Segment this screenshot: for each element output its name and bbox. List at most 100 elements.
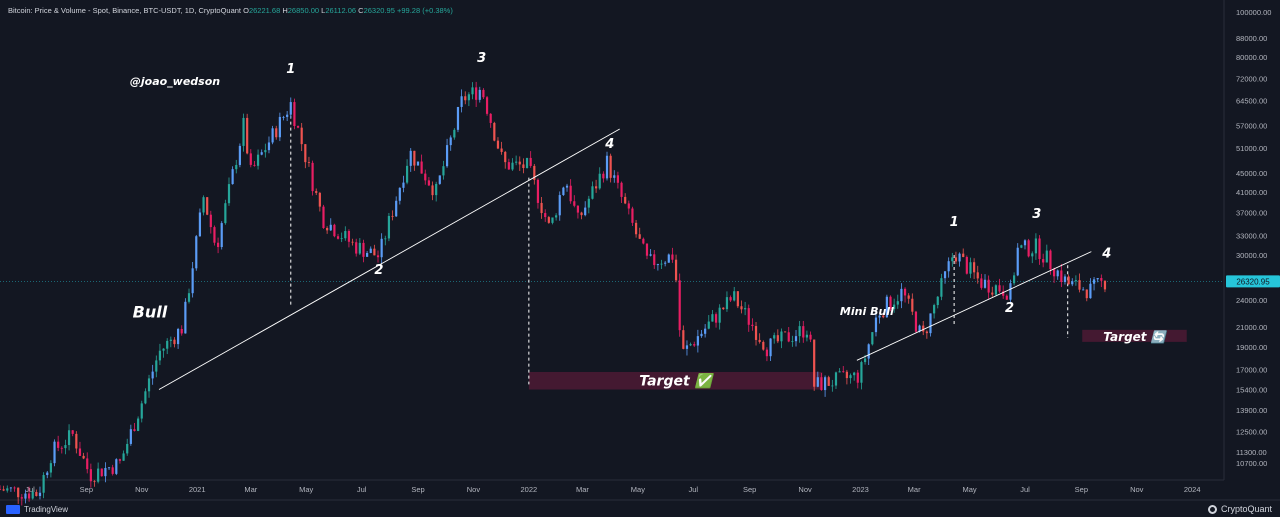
candle-body: [980, 278, 983, 288]
candle-body: [180, 328, 183, 334]
candle-body: [478, 89, 481, 100]
candle-body: [598, 173, 601, 189]
candle-body: [863, 358, 867, 363]
candle-body: [169, 339, 172, 341]
candle-body: [300, 127, 303, 145]
candle-body: [896, 301, 899, 305]
candle-body: [627, 203, 630, 209]
candle-body: [1038, 238, 1041, 260]
candle-body: [1100, 278, 1103, 281]
wave-label: 4: [604, 137, 614, 152]
open-label: O: [243, 6, 249, 15]
candle-body: [562, 187, 565, 196]
candle-body: [969, 262, 972, 274]
candle-body: [395, 200, 398, 217]
candle-body: [1078, 280, 1081, 290]
candle-body: [227, 184, 231, 204]
candle-body: [911, 298, 914, 312]
high-value: 26850.00: [287, 6, 320, 15]
last-price-tag: [1226, 275, 1280, 288]
x-tick-label: Sep: [743, 485, 756, 494]
candle-body: [638, 234, 641, 239]
candle-body: [511, 162, 514, 170]
candle-body: [1074, 280, 1077, 282]
candle-body: [834, 372, 838, 386]
candle-body: [347, 231, 351, 242]
candle-body: [246, 117, 249, 154]
candle-body: [605, 155, 609, 179]
candle-body: [293, 102, 296, 127]
high-label: H: [282, 6, 288, 15]
candle-body: [576, 205, 580, 213]
candle-body: [445, 145, 449, 167]
candle-body: [671, 254, 674, 260]
y-tick-label: 12500.00: [1236, 428, 1267, 437]
candle-body: [954, 257, 958, 262]
y-tick-label: 15400.00: [1236, 386, 1267, 395]
close-label: C: [358, 6, 364, 15]
candle-body: [387, 215, 391, 239]
candle-body: [653, 254, 656, 266]
candle-body: [580, 212, 583, 216]
x-tick-label: 2022: [521, 485, 538, 494]
candle-body: [831, 385, 834, 387]
candle-body: [551, 217, 554, 223]
candle-body: [722, 307, 725, 310]
x-tick-label: 2024: [1184, 485, 1201, 494]
tradingview-brand[interactable]: TradingView: [6, 505, 68, 514]
candle-body: [326, 227, 329, 231]
tradingview-label: TradingView: [24, 505, 69, 514]
y-tick-label: 80000.00: [1236, 53, 1267, 62]
candle-body: [856, 372, 859, 383]
candle-body: [398, 187, 401, 201]
y-tick-label: 17000.00: [1236, 366, 1267, 375]
chart-header: Bitcoin: Price & Volume - Spot, Binance,…: [8, 6, 453, 15]
candle-body: [634, 222, 638, 235]
candle-body: [438, 175, 441, 184]
candle-body: [889, 296, 892, 310]
candle-body: [867, 344, 870, 359]
y-tick-label: 33000.00: [1236, 232, 1267, 241]
candle-body: [97, 468, 100, 482]
candle-body: [9, 487, 13, 489]
wave-label: 3: [477, 51, 486, 66]
candle-body: [1020, 245, 1023, 248]
candle-body: [642, 238, 645, 244]
candle-body: [129, 429, 132, 444]
candle-body: [667, 254, 670, 263]
candle-body: [89, 469, 92, 482]
candle-body: [947, 261, 950, 272]
x-tick-label: 2023: [852, 485, 869, 494]
price-axis: [1224, 0, 1280, 500]
candle-body: [286, 114, 289, 117]
candle-body: [704, 328, 707, 334]
candle-body: [998, 285, 1001, 292]
candle-body: [769, 338, 772, 357]
candle-body: [751, 324, 754, 327]
candle-body: [475, 87, 478, 100]
candle-body: [384, 238, 387, 240]
candle-body: [111, 467, 114, 474]
candle-body: [38, 492, 42, 496]
candle-body: [885, 296, 888, 318]
candle-body: [209, 214, 212, 228]
candle-body: [67, 430, 71, 446]
candle-body: [907, 295, 910, 299]
candle-body: [137, 418, 140, 431]
candle-body: [13, 487, 16, 489]
wave-label: 3: [1032, 207, 1041, 222]
candle-body: [267, 142, 271, 151]
candle-body: [435, 183, 438, 196]
cryptoquant-brand[interactable]: CryptoQuant: [1207, 504, 1272, 514]
candle-body: [78, 448, 82, 456]
candle-body: [515, 161, 518, 163]
candle-body: [802, 326, 805, 338]
candle-body: [853, 372, 856, 376]
candle-body: [747, 308, 750, 325]
candle-body: [736, 291, 739, 307]
candle-body: [693, 344, 696, 346]
candle-body: [798, 326, 801, 337]
candle-body: [649, 254, 652, 256]
candle-body: [507, 162, 510, 170]
